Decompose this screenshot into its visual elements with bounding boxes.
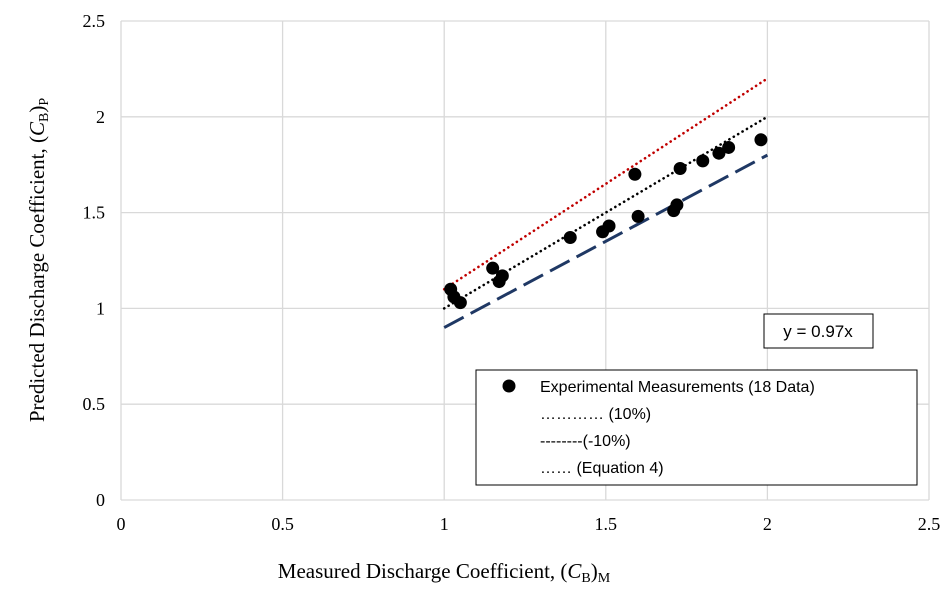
data-point-17 [754, 133, 768, 147]
y-tick-label-4: 2 [96, 107, 105, 127]
legend-marker-experimental [502, 379, 516, 393]
x-tick-label-3: 1.5 [595, 514, 618, 534]
legend-frame [475, 369, 918, 486]
data-point-13 [673, 162, 687, 176]
x-tick-label-0: 0 [117, 514, 126, 534]
equation-box-frame [763, 313, 874, 349]
data-point-14 [696, 154, 710, 168]
equation-box: y = 0.97x [763, 313, 874, 349]
series-line-1 [442, 77, 769, 291]
y-tick-label-5: 2.5 [83, 11, 106, 31]
y-tick-label-0: 0 [96, 490, 105, 510]
x-axis-title: Measured Discharge Coefficient, (CB)M [278, 559, 611, 586]
data-point-12 [670, 198, 684, 212]
y-tick-labels: 0 0.5 1 1.5 2 2.5 [83, 11, 106, 510]
y-tick-label-3: 1.5 [83, 203, 106, 223]
x-tick-label-2: 1 [440, 514, 449, 534]
data-point-10 [631, 209, 645, 223]
legend-entry-plus-10: ………… (10%) [540, 406, 651, 423]
legend: Experimental Measurements (18 Data) …………… [475, 369, 918, 486]
x-tick-label-4: 2 [763, 514, 772, 534]
series-line-3 [442, 115, 769, 310]
y-tick-label-2: 1 [96, 298, 105, 318]
data-point-9 [628, 167, 642, 181]
y-tick-label-1: 0.5 [83, 394, 106, 414]
x-tick-label-1: 0.5 [271, 514, 294, 534]
data-point-5 [495, 269, 509, 283]
data-point-15 [712, 146, 726, 160]
reference-lines [442, 77, 769, 329]
legend-entry-experimental: Experimental Measurements (18 Data) [540, 379, 815, 396]
legend-entry-equation-4: …… (Equation 4) [540, 460, 664, 477]
data-point-16 [722, 140, 736, 154]
y-axis-title: Predicted Discharge Coefficient, (CB)P [25, 98, 52, 422]
x-tick-label-5: 2.5 [918, 514, 941, 534]
data-point-2 [453, 296, 467, 310]
series-line-2 [443, 153, 769, 329]
grid [120, 20, 930, 501]
x-tick-labels: 0 0.5 1 1.5 2 2.5 [117, 514, 941, 534]
data-point-8 [602, 219, 616, 233]
legend-entry-minus-10: --------(-10%) [540, 433, 631, 450]
equation-label: y = 0.97x [783, 322, 853, 341]
data-point-3 [486, 261, 500, 275]
scatter-points [444, 133, 768, 310]
data-point-6 [563, 231, 577, 245]
